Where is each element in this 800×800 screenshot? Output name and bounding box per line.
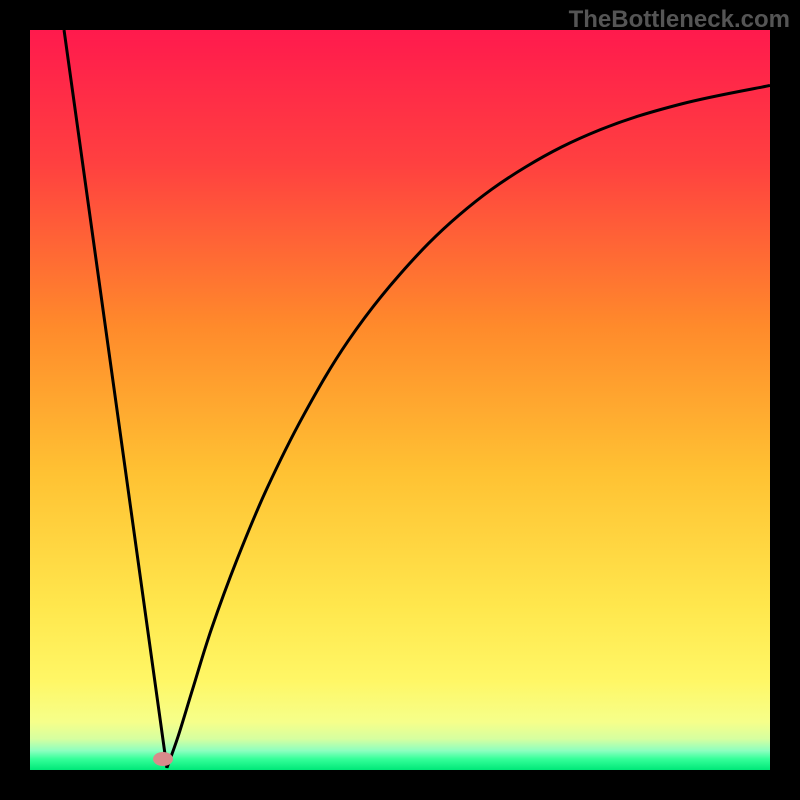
optimum-marker bbox=[153, 752, 173, 766]
plot-area bbox=[30, 30, 770, 770]
chart-stage: TheBottleneck.com bbox=[0, 0, 800, 800]
watermark-text: TheBottleneck.com bbox=[569, 6, 790, 34]
bottleneck-curve bbox=[30, 30, 770, 770]
